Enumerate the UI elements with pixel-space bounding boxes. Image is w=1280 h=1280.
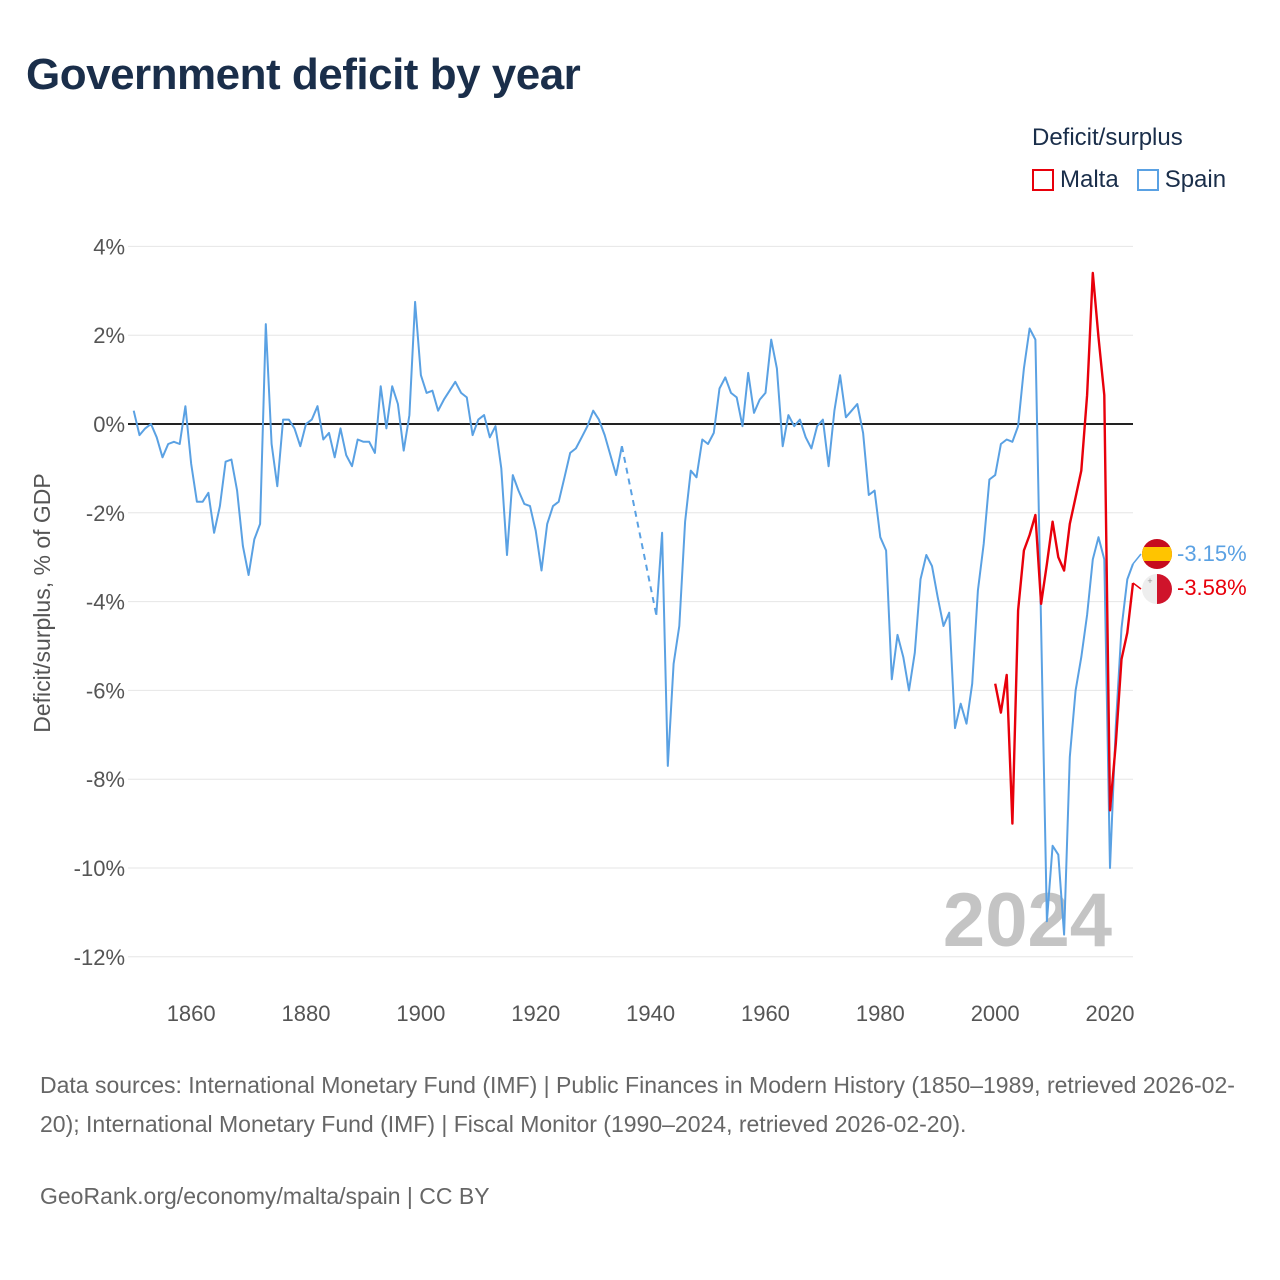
y-tick-label: -8% — [86, 767, 125, 792]
legend-swatch-spain — [1136, 169, 1159, 191]
end-label-malta: -3.58% — [1177, 575, 1247, 600]
y-axis: 4% 2% 0% -2% -4% -6% -8% -10% -12% — [74, 234, 125, 969]
end-label-spain: -3.15% — [1177, 541, 1247, 566]
legend-label-spain: Spain — [1164, 166, 1227, 193]
y-tick-label: -12% — [74, 945, 125, 970]
series-lines — [132, 271, 1142, 936]
svg-text:+: + — [1147, 576, 1152, 586]
connector-spain — [1132, 553, 1142, 565]
y-tick-label: -6% — [86, 678, 125, 703]
legend-item-spain[interactable]: Spain — [1136, 166, 1227, 194]
end-markers: + -3.15% -3.58% — [1142, 539, 1247, 604]
chart-title: Government deficit by year — [26, 50, 581, 99]
x-tick-label: 2000 — [971, 1001, 1020, 1026]
legend-label-malta: Malta — [1060, 166, 1119, 193]
series-line-spain — [655, 327, 1134, 936]
spain-flag-icon — [1142, 539, 1172, 569]
series-gap-spain — [620, 446, 658, 616]
data-sources: Data sources: International Monetary Fun… — [40, 1072, 1235, 1137]
x-tick-label: 1900 — [396, 1001, 445, 1026]
x-tick-label: 1960 — [741, 1001, 790, 1026]
x-tick-label: 1860 — [167, 1001, 216, 1026]
legend-title: Deficit/surplus — [1032, 124, 1183, 151]
x-tick-label: 2020 — [1086, 1001, 1135, 1026]
series-line-malta — [994, 271, 1135, 825]
y-tick-label: -10% — [74, 856, 125, 881]
y-tick-label: 2% — [93, 323, 125, 348]
y-tick-label: 0% — [93, 412, 125, 437]
legend-item-malta[interactable]: Malta — [1032, 166, 1119, 194]
x-tick-label: 1880 — [282, 1001, 331, 1026]
y-axis-title: Deficit/surplus, % of GDP — [29, 473, 55, 732]
y-tick-label: -4% — [86, 590, 125, 615]
legend-swatch-malta — [1032, 169, 1054, 191]
x-tick-label: 1980 — [856, 1001, 905, 1026]
y-tick-label: -2% — [86, 501, 125, 526]
y-tick-label: 4% — [93, 234, 125, 259]
series-line-spain — [132, 300, 623, 576]
x-tick-label: 1920 — [511, 1001, 560, 1026]
chart-area: 4%2%0%-2%-4%-6%-8%-10%-12% 1860 1880 1900 1… — [29, 234, 1247, 1026]
malta-flag-icon: + — [1142, 574, 1172, 604]
credit-link[interactable]: GeoRank.org/economy/malta/spain | CC BY — [40, 1183, 490, 1209]
x-tick-label: 1940 — [626, 1001, 675, 1026]
legend: Malta Spain — [1032, 166, 1244, 194]
x-axis: 1860 1880 1900 1920 1940 1960 1980 2000 2020 — [167, 1001, 1135, 1026]
connector-malta — [1132, 582, 1142, 590]
year-watermark: 2024 — [943, 878, 1112, 963]
grid-lines — [128, 245, 1133, 958]
